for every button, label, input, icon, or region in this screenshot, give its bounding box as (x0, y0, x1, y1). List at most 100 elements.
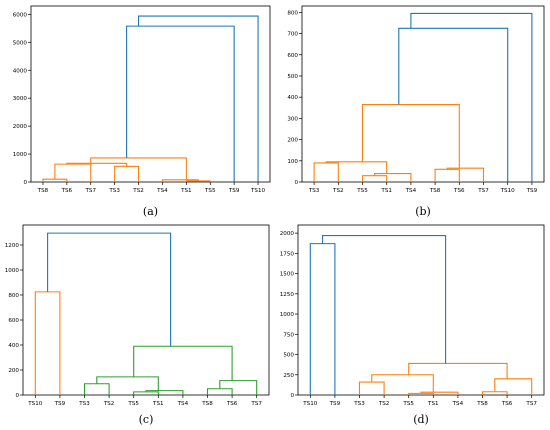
leaf-label: TS3 (308, 188, 320, 194)
plot-frame (297, 224, 545, 396)
y-tick-label: 600 (8, 318, 19, 324)
y-tick-label: 700 (287, 32, 298, 38)
leaf-label: TS1 (427, 401, 439, 407)
leaf-label: TS4 (452, 401, 464, 407)
dendrogram-link (371, 374, 434, 393)
leaf-label: TS2 (332, 188, 344, 194)
dendrogram-link (96, 376, 159, 391)
leaf-label: TS9 (54, 401, 66, 407)
dendrogram-panel: 0 1000 2000 3000 4000 5000 6000 TS8 TS6 TS7 TS3 TS2… (13, 5, 271, 218)
dendrogram-link (446, 167, 485, 182)
y-tick-label: 1000 (13, 152, 28, 158)
dendrogram-link (361, 175, 388, 182)
y-tick-label: 100 (287, 159, 298, 165)
dendrogram-link (185, 180, 211, 182)
y-tick-label: 200 (287, 138, 298, 144)
dendrogram-panel: 0 100 200 300 400 500 600 700 800 TS3 TS2 TS5 TS1 TS4… (287, 5, 545, 218)
leaf-label: TS9 (228, 188, 240, 194)
panel-caption: (c) (139, 413, 154, 426)
leaf-label: TS7 (250, 401, 262, 407)
dendrogram-link (322, 234, 447, 364)
leaf-label: TS3 (353, 401, 365, 407)
y-tick-label: 0 (23, 180, 27, 186)
leaf-label: TS8 (201, 401, 213, 407)
y-tick-label: 200 (8, 368, 19, 374)
leaf-label: TS8 (476, 401, 488, 407)
leaf-label: TS10 (500, 188, 516, 194)
y-tick-label: 300 (287, 116, 298, 122)
leaf-label: TS6 (61, 188, 73, 194)
leaf-label: TS1 (380, 188, 392, 194)
leaf-label: TS10 (250, 188, 266, 194)
dendrogram-link (138, 15, 259, 182)
dendrogram-link (206, 388, 233, 395)
leaf-label: TS7 (525, 401, 537, 407)
leaf-label: TS6 (226, 401, 238, 407)
dendrogram-link (161, 179, 199, 182)
y-tick-label: 6000 (13, 12, 28, 18)
y-tick-label: 250 (283, 373, 294, 379)
leaf-label: TS9 (329, 401, 341, 407)
leaf-label: TS4 (405, 188, 417, 194)
leaf-label: TS7 (84, 188, 96, 194)
dendrogram-link (309, 243, 336, 395)
dendrogram-link (420, 391, 459, 395)
leaf-label: TS1 (152, 401, 164, 407)
dendrogram-link (66, 162, 128, 167)
leaf-label: TS4 (177, 401, 189, 407)
y-tick-label: 3000 (13, 96, 28, 102)
y-tick-label: 1500 (280, 272, 295, 278)
panel-caption: (d) (413, 413, 429, 426)
y-tick-label: 1750 (280, 251, 295, 257)
y-tick-label: 800 (287, 10, 298, 16)
leaf-label: TS8 (429, 188, 441, 194)
y-tick-label: 800 (8, 293, 19, 299)
dendrogram-link (361, 104, 460, 169)
y-tick-label: 500 (283, 353, 294, 359)
dendrogram-link (434, 168, 460, 182)
y-tick-label: 2000 (13, 124, 28, 130)
y-tick-label: 0 (294, 180, 298, 186)
leaf-label: TS2 (378, 401, 390, 407)
y-tick-label: 1000 (280, 312, 295, 318)
dendrogram-link (145, 390, 184, 395)
dendrogram-link (219, 380, 258, 395)
y-tick-label: 5000 (13, 40, 28, 46)
leaf-label: TS2 (132, 188, 144, 194)
dendrogram-link (133, 345, 233, 381)
y-tick-label: 400 (287, 95, 298, 101)
leaf-label: TS1 (180, 188, 192, 194)
y-tick-label: 1250 (280, 292, 295, 298)
leaf-label: TS10 (302, 401, 318, 407)
y-tick-label: 0 (15, 393, 19, 399)
leaf-label: TS4 (156, 188, 168, 194)
plot-frame (301, 5, 545, 183)
plot-frame (30, 5, 271, 183)
leaf-label: TS6 (501, 401, 513, 407)
leaf-label: TS5 (402, 401, 414, 407)
dendrogram-link (374, 172, 412, 182)
dendrogram-link (494, 378, 533, 395)
dendrogram-link (313, 162, 339, 182)
y-tick-label: 750 (283, 332, 294, 338)
y-tick-label: 400 (8, 343, 19, 349)
y-tick-label: 1000 (5, 268, 20, 274)
dendrogram-link (133, 391, 159, 395)
dendrogram-panel: 0 200 400 600 800 1000 1200 TS10 TS9 TS3 TS2 TS5 TS1… (5, 224, 270, 426)
leaf-label: TS2 (103, 401, 115, 407)
y-tick-label: 1200 (5, 243, 20, 249)
leaf-label: TS3 (78, 401, 90, 407)
dendrogram-link (410, 12, 533, 182)
dendrogram-link (114, 165, 140, 182)
y-tick-label: 0 (290, 393, 294, 399)
panel-caption: (b) (415, 205, 431, 218)
y-tick-label: 4000 (13, 68, 28, 74)
leaf-label: TS8 (37, 188, 49, 194)
leaf-label: TS5 (127, 401, 139, 407)
dendrogram-link (408, 362, 508, 379)
dendrogram-link (83, 383, 110, 395)
dendrogram-link (126, 25, 235, 182)
dendrogram-link (34, 291, 61, 395)
dendrogram-link (408, 392, 434, 395)
